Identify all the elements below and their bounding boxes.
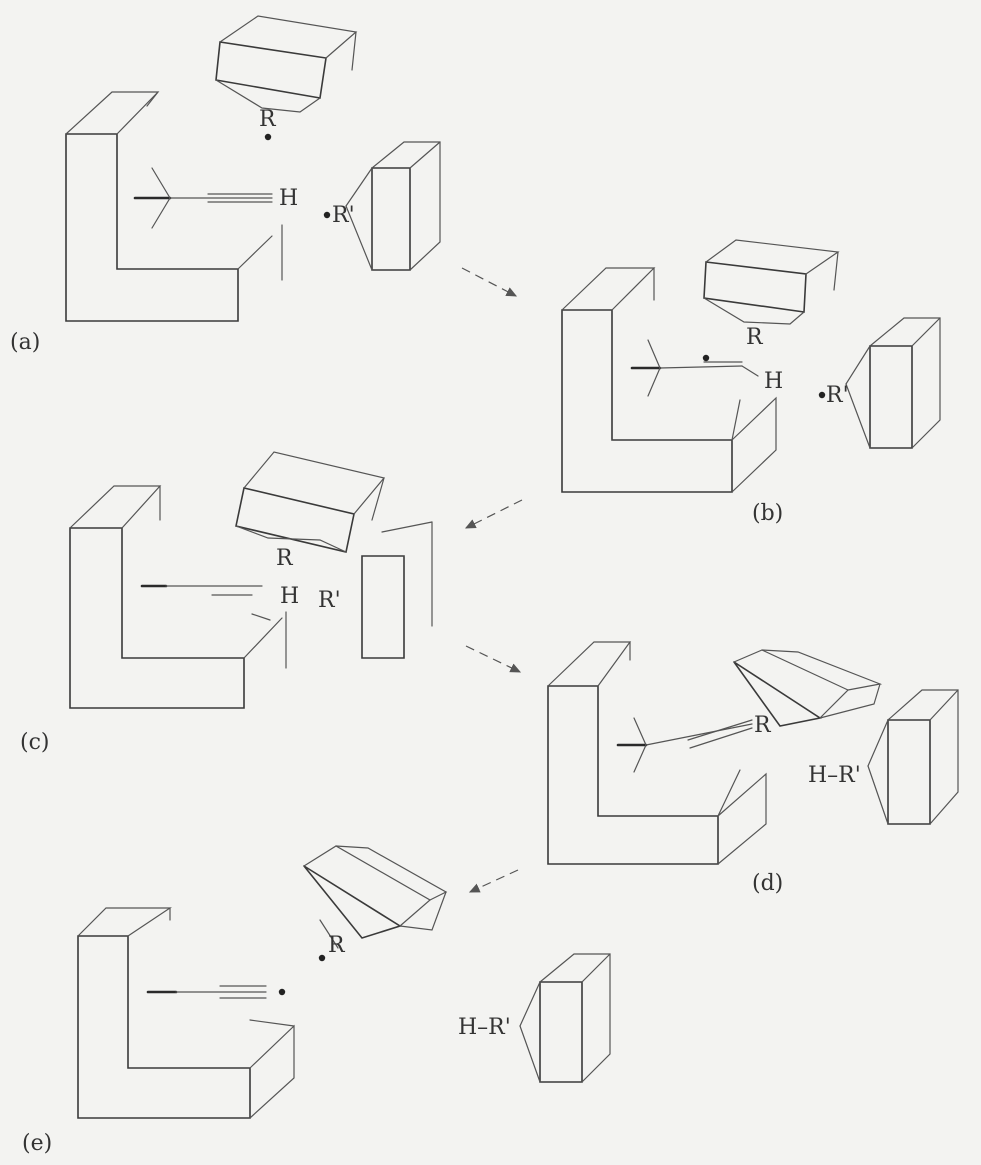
panel-a-atom-h: H bbox=[279, 186, 298, 211]
panel-a-alkyne bbox=[133, 167, 273, 229]
panel-d: R H–R' (d) bbox=[547, 641, 959, 896]
panel-b-atom-h: H bbox=[764, 369, 783, 394]
panel-c-atom-rprime: R' bbox=[318, 588, 341, 613]
panel-a-r-radical-dot bbox=[264, 133, 272, 141]
panel-a-atom-r: R bbox=[259, 107, 277, 132]
panel-b-atom-rprime: R' bbox=[826, 383, 849, 408]
panel-c-r-block bbox=[235, 451, 386, 553]
panel-e-r-block bbox=[303, 845, 448, 949]
panel-e-l-block bbox=[77, 907, 295, 1119]
panel-c-label: (c) bbox=[20, 730, 50, 755]
panel-b: R H R' (b) bbox=[561, 239, 941, 526]
panel-b-alkyne bbox=[630, 339, 759, 397]
panel-e-radical-dot-r bbox=[318, 954, 326, 962]
panel-d-atom-hrprime: H–R' bbox=[808, 763, 861, 788]
panel-c-alkyne bbox=[140, 584, 271, 621]
panel-e-rprime-block bbox=[519, 953, 611, 1083]
panel-e-atom-hrprime: H–R' bbox=[458, 1015, 511, 1040]
arrow-b-to-c bbox=[464, 499, 523, 529]
panel-a-r-block bbox=[215, 15, 358, 113]
panel-d-atom-r: R bbox=[754, 713, 772, 738]
panel-c: R H R' (c) bbox=[20, 451, 433, 755]
panel-e-alkyne bbox=[146, 985, 267, 999]
panel-d-r-block bbox=[733, 649, 883, 727]
panel-b-atom-r: R bbox=[746, 325, 764, 350]
panel-b-l-block bbox=[561, 267, 777, 493]
panel-a-rprime-radical-dot bbox=[323, 211, 331, 219]
panel-d-label: (d) bbox=[752, 871, 783, 896]
panel-d-l-block bbox=[547, 641, 767, 865]
arrow-c-to-d bbox=[465, 645, 522, 673]
panel-b-r-block bbox=[703, 239, 840, 325]
panel-c-atom-h: H bbox=[280, 584, 299, 609]
panel-c-l-block bbox=[69, 485, 287, 709]
panel-e-label: (e) bbox=[22, 1131, 52, 1156]
panel-a: R H R' (a) bbox=[10, 15, 441, 355]
panel-e: R H–R' (e) bbox=[22, 845, 611, 1156]
panel-b-rprime-radical-dot bbox=[818, 391, 826, 399]
panel-d-alkyne bbox=[616, 717, 753, 773]
arrow-a-to-b bbox=[461, 267, 518, 297]
panel-d-rprime-block bbox=[867, 689, 959, 825]
panel-b-label: (b) bbox=[752, 501, 783, 526]
panel-a-label: (a) bbox=[10, 330, 40, 355]
panel-a-l-block bbox=[65, 91, 283, 322]
panel-a-atom-rprime: R' bbox=[332, 203, 355, 228]
panel-e-radical-dot-alkyne bbox=[278, 988, 286, 996]
panel-b-radical-dot bbox=[702, 354, 710, 362]
panel-a-rprime-block bbox=[345, 141, 441, 271]
panel-e-atom-r: R bbox=[328, 933, 346, 958]
panel-c-rprime-block bbox=[361, 521, 433, 659]
panel-b-rprime-block bbox=[845, 317, 941, 449]
arrow-d-to-e bbox=[468, 869, 519, 893]
panel-c-atom-r: R bbox=[276, 546, 294, 571]
